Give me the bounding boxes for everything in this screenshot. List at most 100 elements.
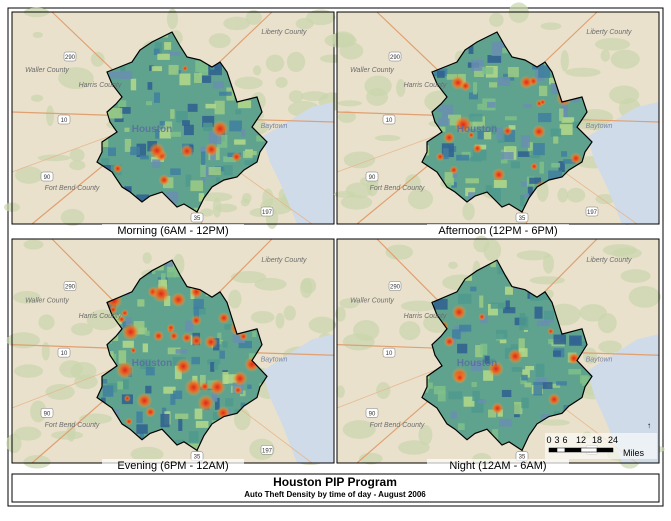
density-cell (200, 164, 206, 178)
density-cell (465, 178, 479, 184)
density-cell (497, 76, 511, 87)
vegetation (38, 314, 55, 331)
density-cell (124, 138, 132, 152)
density-cell (212, 81, 225, 89)
hotspot (184, 378, 203, 397)
vegetation (228, 289, 242, 309)
hotspot (116, 361, 134, 380)
vegetation (300, 277, 317, 294)
density-cell (459, 324, 472, 332)
hotspot (491, 402, 504, 415)
highway-number: 90 (44, 411, 51, 417)
density-cell (438, 118, 450, 126)
vegetation (234, 76, 263, 90)
vegetation (70, 322, 93, 336)
vegetation (353, 319, 380, 342)
density-cell (534, 306, 543, 319)
density-cell (538, 65, 551, 78)
vegetation (306, 9, 336, 26)
density-cell (145, 101, 152, 106)
highway-number: 197 (262, 448, 273, 454)
highway-number: 290 (65, 55, 76, 61)
density-cell (117, 381, 124, 390)
density-cell (201, 75, 212, 83)
map-label: Houston (132, 124, 173, 135)
density-cell (167, 347, 181, 355)
density-cell (556, 381, 567, 386)
subtitle: Auto Theft Density by time of day - Augu… (244, 490, 426, 499)
density-cell (145, 366, 155, 376)
city-boundary (421, 259, 593, 452)
highway-number: 197 (262, 210, 273, 216)
hotspot (507, 348, 523, 364)
vegetation (275, 77, 288, 88)
density-cell (136, 424, 148, 434)
vegetation (288, 90, 304, 103)
density-cell (569, 335, 582, 346)
density-cell (207, 359, 221, 365)
scale-tick: 24 (608, 435, 618, 445)
hotspot (117, 315, 126, 324)
density-cell (160, 273, 166, 286)
density-cell (216, 134, 228, 148)
density-cell (491, 188, 501, 202)
scale-segment (548, 447, 558, 453)
map-label: Harris County (79, 313, 122, 320)
vegetation (340, 194, 373, 210)
vegetation (58, 67, 94, 90)
density-cell (519, 316, 529, 331)
density-cell (176, 110, 188, 123)
highway-shield (365, 171, 379, 182)
vegetation (283, 305, 296, 321)
map-label: Waller County (350, 297, 394, 304)
vegetation (399, 321, 421, 341)
density-cell (437, 70, 445, 78)
density-cell (142, 343, 149, 353)
density-cell (487, 101, 496, 108)
outer-frame (7, 7, 664, 507)
density-cell (215, 177, 220, 183)
vegetation (254, 277, 287, 291)
highway-shield (515, 212, 529, 223)
density-cell (159, 120, 165, 126)
vegetation (46, 105, 55, 127)
map-label: Fort Bend County (45, 185, 100, 192)
density-cell (451, 329, 461, 340)
density-cell (517, 151, 530, 157)
density-cell (527, 142, 533, 156)
density-cell (552, 350, 561, 357)
hotspot (567, 352, 581, 365)
vegetation (23, 455, 51, 469)
density-cell (452, 172, 458, 178)
vegetation (364, 75, 392, 97)
vegetation (374, 134, 401, 142)
caption-bg (427, 224, 569, 236)
density-cell (214, 100, 225, 115)
density-cell (543, 310, 554, 320)
density-cell (190, 180, 203, 192)
density-cell (163, 121, 173, 132)
density-cell (563, 159, 576, 164)
map-label: Houston (132, 358, 173, 369)
hotspot (158, 174, 170, 186)
density-cell (122, 340, 134, 348)
density-cell (145, 385, 152, 394)
hotspot (478, 313, 486, 321)
density-cell (496, 41, 509, 53)
density-cell (170, 131, 181, 137)
vegetation (32, 31, 44, 39)
density-cell (241, 129, 246, 137)
density-cell (125, 317, 132, 326)
density-cell (256, 135, 267, 142)
map-label: Houston (457, 358, 498, 369)
density-cell (211, 392, 218, 402)
density-cell (472, 390, 480, 402)
hotspot (472, 143, 483, 154)
density-cell (108, 107, 123, 119)
highway-number: 90 (369, 175, 376, 181)
density-cell (479, 295, 484, 308)
vegetation (405, 174, 421, 190)
density-cell (561, 117, 575, 123)
density-cell (175, 349, 188, 354)
